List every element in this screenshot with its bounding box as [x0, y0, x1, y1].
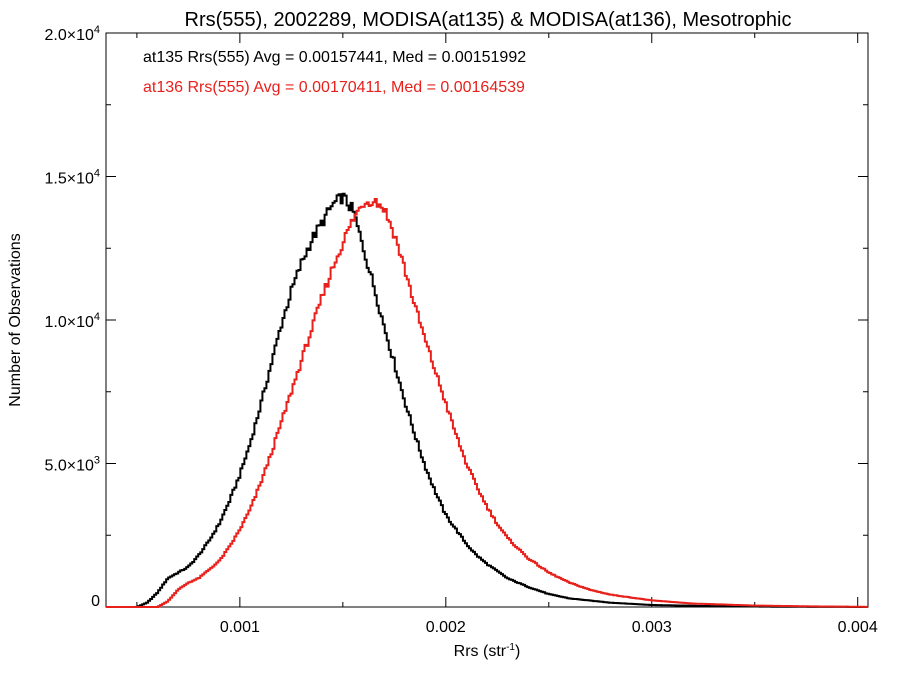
series-line-at135 [106, 192, 868, 608]
legend-entry-at136: at136 Rrs(555) Avg = 0.00170411, Med = 0… [143, 79, 525, 96]
y-tick-label-2: 1.0×104 [44, 311, 100, 331]
y-axis-ticks: 0 5.0×103 1.0×104 1.5×104 2.0×104 [44, 24, 868, 610]
x-axis-label: Rrs (str-1) [454, 642, 521, 660]
chart-title: Rrs(555), 2002289, MODISA(at135) & MODIS… [185, 9, 792, 31]
y-tick-label-3: 1.5×104 [44, 168, 100, 188]
x-tick-label-2: 0.003 [632, 619, 672, 636]
legend-entry-at135: at135 Rrs(555) Avg = 0.00157441, Med = 0… [143, 49, 526, 66]
series-line-at136 [106, 197, 868, 608]
y-tick-label-1: 5.0×103 [44, 455, 100, 475]
series-layer [106, 192, 868, 608]
x-axis-ticks: 0.001 0.002 0.003 0.004 [136, 33, 878, 636]
x-tick-label-0: 0.001 [220, 619, 260, 636]
y-axis-label: Number of Observations [7, 233, 24, 406]
y-tick-label-0: 0 [91, 593, 100, 610]
y-tick-label-4: 2.0×104 [44, 24, 100, 44]
x-tick-label-3: 0.004 [838, 619, 878, 636]
x-tick-label-1: 0.002 [426, 619, 466, 636]
